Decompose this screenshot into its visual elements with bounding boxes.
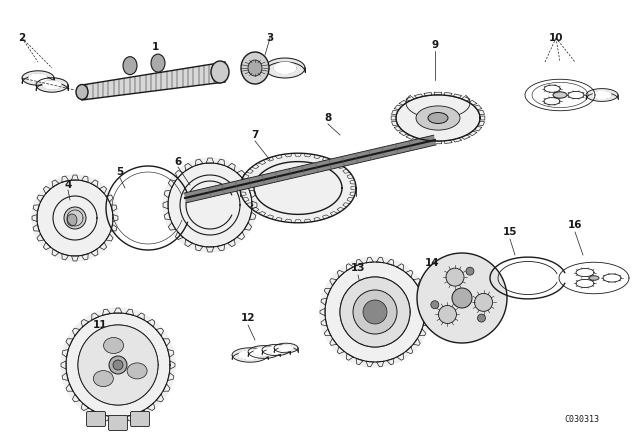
Ellipse shape — [248, 60, 262, 76]
Polygon shape — [274, 343, 298, 353]
Circle shape — [61, 308, 175, 422]
Polygon shape — [239, 351, 261, 359]
Text: 9: 9 — [431, 40, 438, 50]
Ellipse shape — [241, 52, 269, 84]
Ellipse shape — [438, 306, 456, 323]
Ellipse shape — [78, 325, 158, 405]
Polygon shape — [82, 62, 225, 100]
FancyBboxPatch shape — [109, 415, 127, 431]
Text: 13: 13 — [351, 263, 365, 273]
Text: 4: 4 — [64, 180, 72, 190]
Circle shape — [477, 314, 486, 322]
Circle shape — [163, 158, 257, 252]
Ellipse shape — [553, 92, 567, 98]
Polygon shape — [43, 81, 61, 89]
Ellipse shape — [363, 300, 387, 324]
Ellipse shape — [123, 56, 137, 75]
Ellipse shape — [428, 112, 448, 124]
Ellipse shape — [211, 61, 229, 83]
Ellipse shape — [76, 85, 88, 99]
Ellipse shape — [475, 293, 493, 311]
Polygon shape — [254, 348, 274, 356]
FancyBboxPatch shape — [131, 412, 150, 426]
Ellipse shape — [93, 370, 113, 387]
Ellipse shape — [452, 288, 472, 308]
Text: 8: 8 — [324, 113, 332, 123]
Ellipse shape — [104, 337, 124, 353]
Polygon shape — [586, 89, 618, 101]
Text: 6: 6 — [174, 157, 182, 167]
Polygon shape — [248, 345, 280, 358]
Ellipse shape — [109, 356, 127, 374]
Ellipse shape — [589, 276, 599, 280]
Text: 11: 11 — [93, 320, 108, 330]
Ellipse shape — [151, 54, 165, 72]
Text: 3: 3 — [266, 33, 274, 43]
Text: C030313: C030313 — [564, 415, 600, 425]
FancyBboxPatch shape — [86, 412, 106, 426]
Text: 14: 14 — [425, 258, 439, 268]
Polygon shape — [29, 74, 47, 82]
Ellipse shape — [64, 207, 86, 229]
Polygon shape — [267, 346, 285, 353]
Ellipse shape — [113, 360, 123, 370]
Polygon shape — [279, 345, 293, 351]
Ellipse shape — [391, 92, 485, 144]
Ellipse shape — [417, 253, 507, 343]
Circle shape — [32, 175, 118, 261]
Ellipse shape — [67, 214, 77, 226]
Polygon shape — [232, 348, 268, 362]
Text: 1: 1 — [152, 42, 159, 52]
Polygon shape — [22, 71, 54, 85]
Ellipse shape — [416, 106, 460, 130]
Text: 5: 5 — [116, 167, 124, 177]
Circle shape — [431, 301, 439, 309]
Ellipse shape — [240, 153, 356, 223]
Circle shape — [320, 257, 430, 367]
Ellipse shape — [340, 277, 410, 347]
Text: 7: 7 — [252, 130, 259, 140]
Circle shape — [466, 267, 474, 275]
Text: 2: 2 — [19, 33, 26, 43]
Text: 12: 12 — [241, 313, 255, 323]
Polygon shape — [593, 91, 611, 99]
Polygon shape — [184, 135, 436, 203]
Ellipse shape — [446, 268, 464, 286]
Text: 15: 15 — [503, 227, 517, 237]
Polygon shape — [262, 345, 290, 356]
Ellipse shape — [353, 290, 397, 334]
Text: 10: 10 — [548, 33, 563, 43]
Text: 16: 16 — [568, 220, 582, 230]
Polygon shape — [36, 78, 68, 92]
Ellipse shape — [127, 363, 147, 379]
Polygon shape — [274, 63, 296, 73]
Polygon shape — [265, 58, 305, 78]
